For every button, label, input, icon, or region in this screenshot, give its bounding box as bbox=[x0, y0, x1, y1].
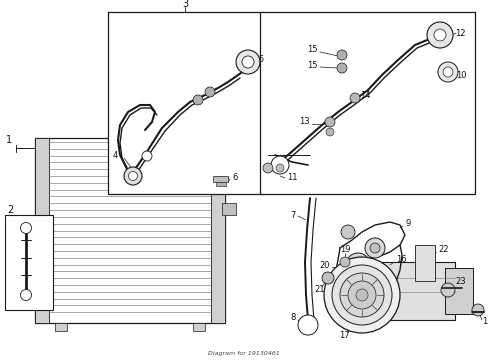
Text: 5: 5 bbox=[258, 55, 263, 64]
Text: 13: 13 bbox=[299, 117, 309, 126]
Circle shape bbox=[142, 151, 152, 161]
Text: 21: 21 bbox=[314, 284, 325, 293]
Text: 12: 12 bbox=[454, 28, 465, 37]
Circle shape bbox=[440, 283, 454, 297]
Bar bbox=[414, 245, 434, 281]
Text: 1: 1 bbox=[6, 135, 12, 145]
Circle shape bbox=[275, 164, 284, 172]
Circle shape bbox=[340, 225, 354, 239]
Text: 14: 14 bbox=[359, 90, 370, 99]
Circle shape bbox=[297, 315, 317, 335]
Text: 20: 20 bbox=[319, 261, 329, 270]
Text: 7: 7 bbox=[290, 211, 295, 220]
Circle shape bbox=[336, 63, 346, 73]
Circle shape bbox=[346, 253, 369, 277]
Circle shape bbox=[193, 95, 203, 105]
Circle shape bbox=[128, 171, 137, 180]
Bar bbox=[379, 262, 454, 320]
Circle shape bbox=[336, 50, 346, 60]
Text: 23: 23 bbox=[454, 278, 465, 287]
Circle shape bbox=[331, 265, 391, 325]
Circle shape bbox=[369, 243, 379, 253]
Circle shape bbox=[20, 222, 31, 234]
Circle shape bbox=[324, 257, 399, 333]
Text: 9: 9 bbox=[404, 220, 409, 229]
Circle shape bbox=[263, 163, 272, 173]
Bar bbox=[193, 323, 204, 331]
Bar bbox=[213, 176, 227, 182]
Circle shape bbox=[242, 56, 253, 68]
Circle shape bbox=[339, 257, 349, 267]
Bar bbox=[444, 268, 472, 314]
Text: 19: 19 bbox=[339, 246, 349, 255]
Text: 16: 16 bbox=[395, 256, 406, 265]
Bar bbox=[222, 168, 240, 184]
Circle shape bbox=[351, 259, 363, 271]
Text: 2: 2 bbox=[7, 205, 13, 215]
Circle shape bbox=[442, 67, 452, 77]
Circle shape bbox=[325, 128, 333, 136]
Text: 17: 17 bbox=[338, 332, 348, 341]
Circle shape bbox=[349, 93, 359, 103]
Circle shape bbox=[471, 304, 483, 316]
Bar bbox=[35, 138, 224, 323]
Bar bbox=[216, 182, 225, 186]
Circle shape bbox=[124, 167, 142, 185]
Text: 15: 15 bbox=[307, 45, 317, 54]
Circle shape bbox=[426, 22, 452, 48]
Circle shape bbox=[325, 117, 334, 127]
Text: 8: 8 bbox=[290, 314, 295, 323]
Circle shape bbox=[433, 29, 445, 41]
Bar bbox=[35, 138, 49, 323]
Bar bbox=[5, 215, 53, 310]
Circle shape bbox=[355, 289, 367, 301]
Text: 15: 15 bbox=[307, 60, 317, 69]
Circle shape bbox=[20, 289, 31, 301]
Bar bbox=[210, 138, 224, 323]
Text: 4: 4 bbox=[113, 150, 118, 159]
Text: 18: 18 bbox=[481, 318, 488, 327]
Bar bbox=[260, 12, 474, 194]
Circle shape bbox=[347, 281, 375, 309]
Text: 6: 6 bbox=[231, 172, 237, 181]
Bar bbox=[55, 323, 67, 331]
Text: 10: 10 bbox=[455, 71, 466, 80]
Bar bbox=[222, 203, 236, 215]
Bar bbox=[108, 12, 263, 194]
Text: 22: 22 bbox=[437, 246, 447, 255]
Circle shape bbox=[437, 62, 457, 82]
Text: 11: 11 bbox=[286, 172, 297, 181]
Circle shape bbox=[204, 87, 215, 97]
Circle shape bbox=[321, 272, 333, 284]
Circle shape bbox=[236, 50, 260, 74]
Circle shape bbox=[364, 238, 384, 258]
Circle shape bbox=[339, 273, 383, 317]
Text: Diagram for 19130461: Diagram for 19130461 bbox=[207, 351, 279, 356]
Text: 3: 3 bbox=[182, 0, 188, 9]
Circle shape bbox=[270, 156, 288, 174]
